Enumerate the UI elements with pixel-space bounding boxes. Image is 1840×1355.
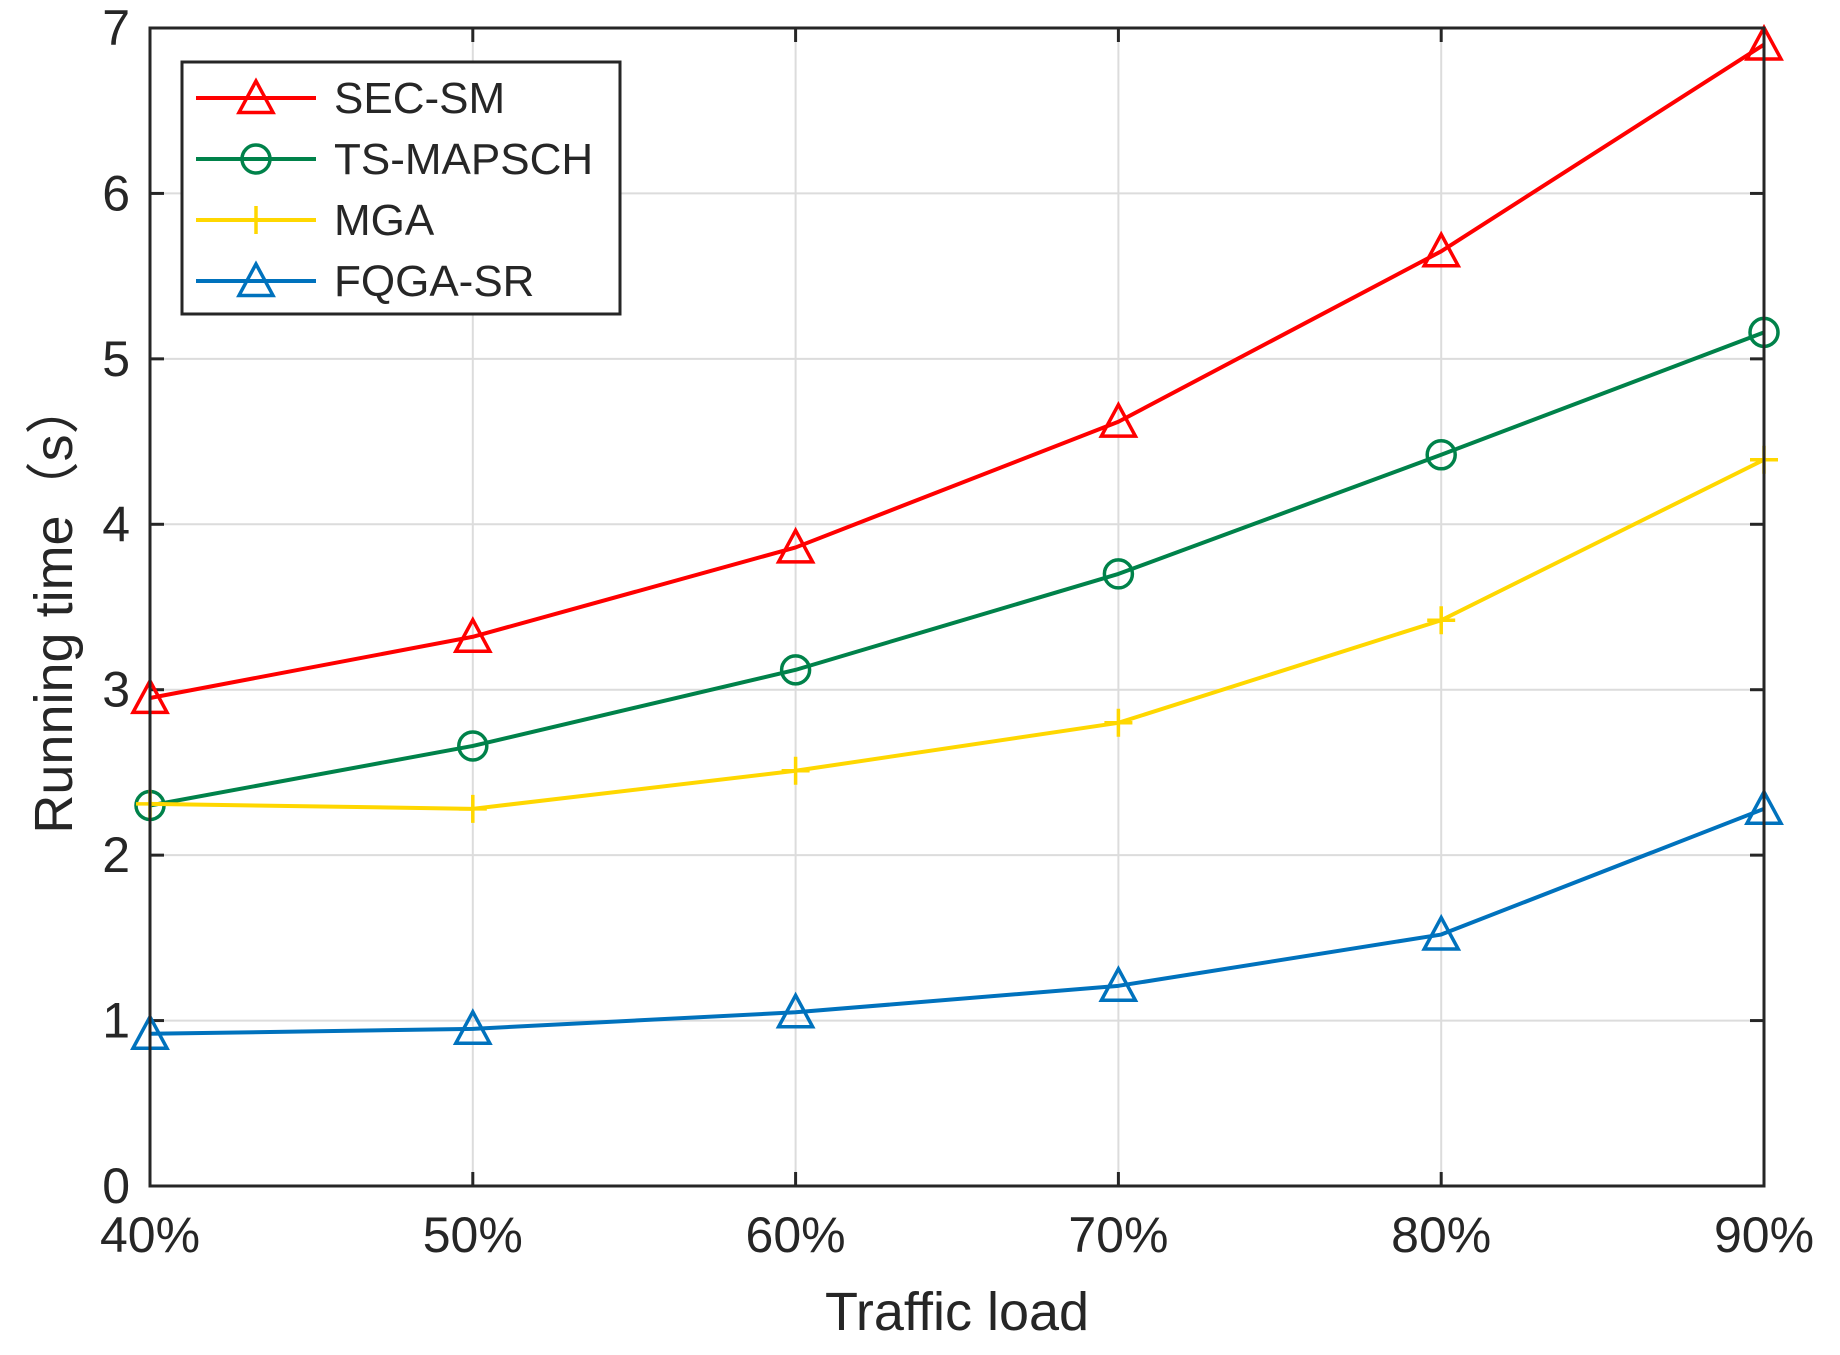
legend-item-fqga-sr: FQGA-SR — [196, 257, 534, 306]
series-line-mga — [149, 457, 1765, 811]
data-point-sec-sm — [452, 616, 493, 653]
data-point-mga — [1104, 708, 1133, 737]
legend-item-sec-sm: SEC-SM — [196, 74, 505, 123]
x-tick-label: 80% — [1391, 1207, 1491, 1263]
x-tick-label: 90% — [1714, 1207, 1814, 1263]
legend-marker-ts-mapsch — [240, 143, 272, 175]
series-line-fqga-sr — [149, 806, 1765, 1036]
legend-item-mga: MGA — [196, 196, 435, 245]
y-tick-label: 6 — [102, 165, 130, 221]
y-tick-label: 3 — [102, 662, 130, 718]
grid-lines — [150, 28, 1764, 1186]
y-tick-label: 0 — [102, 1158, 130, 1214]
x-tick-label: 50% — [423, 1207, 523, 1263]
data-point-mga — [1427, 606, 1456, 635]
data-series — [130, 23, 1784, 1051]
data-point-fqga-sr — [452, 1008, 493, 1046]
legend-label-mga: MGA — [334, 196, 435, 245]
y-tick-label: 1 — [102, 993, 130, 1049]
series-line-ts-mapsch — [149, 330, 1765, 808]
x-tick-label: 70% — [1068, 1207, 1168, 1263]
legend-label-sec-sm: SEC-SM — [334, 74, 505, 123]
series-ts-mapsch — [134, 316, 1780, 822]
y-tick-label: 4 — [102, 496, 130, 552]
series-fqga-sr — [130, 788, 1784, 1051]
legend: SEC-SM TS-MAPSCH MGA FQGA-SR — [180, 60, 622, 316]
data-point-sec-sm — [775, 526, 816, 564]
legend-marker-sec-sm — [236, 77, 276, 115]
plot-frame — [148, 26, 1766, 1188]
data-point-ts-mapsch — [1102, 558, 1135, 590]
x-tick-label: 60% — [746, 1207, 846, 1263]
data-point-mga — [458, 794, 487, 823]
data-point-ts-mapsch — [779, 654, 812, 686]
data-point-ts-mapsch — [1425, 439, 1457, 471]
data-point-fqga-sr — [1421, 913, 1462, 951]
series-sec-sm — [130, 23, 1784, 715]
series-line-sec-sm — [149, 42, 1766, 700]
legend-label-ts-mapsch: TS-MAPSCH — [334, 135, 593, 184]
data-point-ts-mapsch — [457, 730, 489, 762]
tick-labels: 40% 50% 60% 70% 80% 90% 0 1 2 3 4 5 6 7 — [100, 0, 1814, 1263]
legend-marker-mga — [242, 206, 270, 234]
y-tick-label: 7 — [102, 0, 130, 56]
data-point-sec-sm — [1421, 230, 1462, 268]
legend-item-ts-mapsch: TS-MAPSCH — [196, 135, 593, 184]
x-tick-label: 40% — [100, 1207, 200, 1263]
legend-box — [180, 60, 622, 316]
y-axis-label: Running time（s） — [24, 380, 84, 833]
y-tick-label: 2 — [102, 827, 130, 883]
x-axis-label: Traffic load — [825, 1282, 1089, 1342]
series-mga — [136, 445, 1778, 823]
data-point-sec-sm — [1098, 401, 1139, 438]
data-point-fqga-sr — [1098, 965, 1139, 1003]
legend-marker-fqga-sr — [236, 260, 276, 298]
data-point-fqga-sr — [775, 991, 816, 1029]
y-tick-label: 5 — [102, 331, 130, 387]
data-point-mga — [781, 756, 810, 785]
legend-label-fqga-sr: FQGA-SR — [334, 257, 534, 306]
